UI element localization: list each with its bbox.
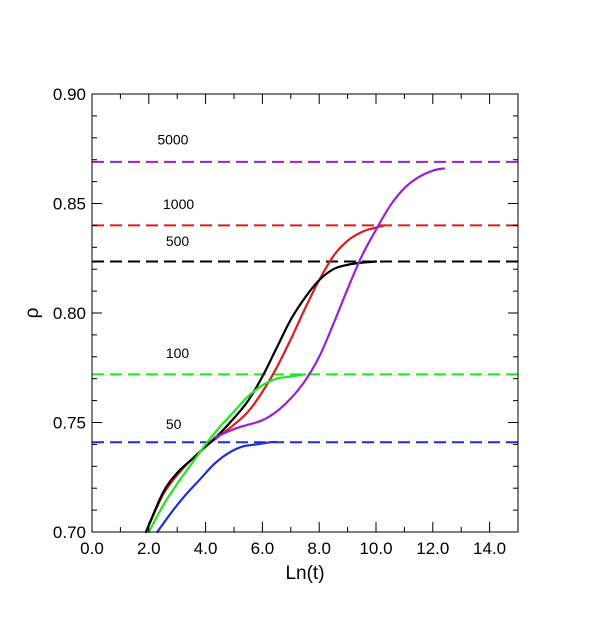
y-tick-label: 0.85: [53, 195, 86, 214]
x-axis-ticks: 0.0 2.0 4.0 6.0 8.0 10.0 12.0 14.0: [80, 94, 519, 558]
y-tick-label: 0.80: [53, 304, 86, 323]
series-line-3: [156, 440, 278, 534]
x-axis-title: Ln(t): [285, 563, 324, 584]
reference-label-100: 100: [166, 345, 190, 361]
x-tick-label: 2.0: [137, 539, 161, 558]
y-axis-ticks: 0.70 0.75 0.80 0.85 0.90: [53, 85, 518, 542]
x-tick-label: 6.0: [251, 539, 275, 558]
series-line-2: [147, 373, 307, 534]
reference-label-1000: 1000: [163, 196, 194, 212]
reference-lines: [92, 160, 518, 444]
y-axis-title: ρ: [22, 307, 43, 318]
series-lines: [144, 167, 446, 534]
reference-label-500: 500: [166, 233, 190, 249]
y-tick-label: 0.90: [53, 85, 86, 104]
x-tick-label: 0.0: [80, 539, 104, 558]
x-tick-label: 4.0: [194, 539, 218, 558]
x-tick-label: 12.0: [416, 539, 449, 558]
reference-label-50: 50: [166, 416, 182, 432]
reference-line-labels: 5000 1000 500 100 50: [157, 131, 194, 432]
x-tick-label: 14.0: [473, 539, 506, 558]
y-tick-label: 0.70: [53, 523, 86, 542]
series-line-0: [144, 224, 386, 534]
x-tick-label: 8.0: [307, 539, 331, 558]
series-line-1: [144, 260, 378, 534]
y-tick-label: 0.75: [53, 414, 86, 433]
reference-label-5000: 5000: [157, 131, 188, 147]
plot-frame: [91, 93, 519, 533]
series-line-4: [213, 167, 446, 439]
x-tick-label: 10.0: [359, 539, 392, 558]
